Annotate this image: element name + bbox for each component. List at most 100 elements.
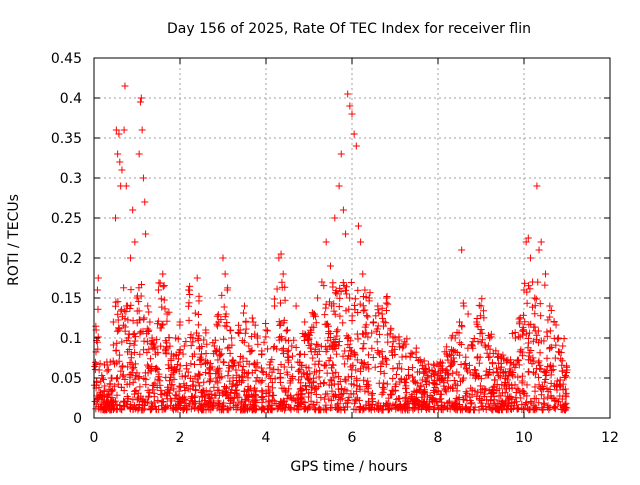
data-point xyxy=(443,404,451,412)
data-point xyxy=(125,330,133,338)
data-point xyxy=(208,394,216,402)
data-point xyxy=(526,285,534,293)
x-tick-label: 10 xyxy=(515,430,533,446)
data-point xyxy=(431,368,439,376)
data-point xyxy=(347,347,355,355)
data-point xyxy=(332,368,340,376)
data-point xyxy=(198,401,206,409)
data-point xyxy=(251,405,259,413)
data-point xyxy=(96,390,104,398)
data-point xyxy=(388,386,396,394)
data-point xyxy=(499,389,507,397)
data-point xyxy=(336,284,344,292)
data-point xyxy=(205,370,213,378)
data-point xyxy=(339,319,347,327)
data-point xyxy=(352,142,360,150)
data-point xyxy=(499,351,507,359)
data-point xyxy=(501,368,509,376)
data-point xyxy=(350,130,358,138)
data-point xyxy=(200,336,208,344)
data-point xyxy=(504,400,512,408)
data-point xyxy=(554,334,562,342)
data-point xyxy=(337,150,345,158)
data-point xyxy=(544,402,552,410)
data-point xyxy=(141,198,149,206)
data-point xyxy=(335,338,343,346)
data-point xyxy=(127,354,135,362)
data-point xyxy=(326,354,334,362)
data-point xyxy=(495,385,503,393)
data-point xyxy=(541,281,549,289)
data-point xyxy=(450,358,458,366)
data-point xyxy=(288,342,296,350)
data-point xyxy=(481,341,489,349)
data-point xyxy=(543,384,551,392)
data-point xyxy=(559,402,567,410)
data-point xyxy=(563,366,571,374)
data-point xyxy=(121,375,129,383)
data-point xyxy=(489,349,497,357)
data-point xyxy=(516,333,524,341)
data-point xyxy=(135,316,143,324)
data-point xyxy=(494,350,502,358)
data-point xyxy=(333,350,341,358)
data-point xyxy=(491,376,499,384)
data-point xyxy=(100,396,108,404)
data-point xyxy=(380,379,388,387)
data-point xyxy=(372,312,380,320)
data-point xyxy=(375,309,383,317)
data-point xyxy=(198,392,206,400)
data-point xyxy=(238,378,246,386)
data-point xyxy=(521,279,529,287)
data-point xyxy=(276,321,284,329)
data-point xyxy=(552,341,560,349)
data-point xyxy=(191,372,199,380)
data-point xyxy=(120,284,128,292)
data-point xyxy=(486,368,494,376)
y-tick-label: 0.05 xyxy=(51,371,82,387)
data-point xyxy=(485,403,493,411)
data-point xyxy=(449,369,457,377)
data-point xyxy=(185,302,193,310)
data-point xyxy=(137,292,145,300)
data-point xyxy=(219,388,227,396)
data-point xyxy=(391,334,399,342)
data-point xyxy=(496,366,504,374)
data-point xyxy=(167,381,175,389)
data-point xyxy=(380,385,388,393)
data-point xyxy=(180,393,188,401)
data-point xyxy=(559,380,567,388)
data-point xyxy=(457,361,465,369)
data-point xyxy=(202,368,210,376)
data-point xyxy=(131,360,139,368)
data-point xyxy=(131,337,139,345)
data-point xyxy=(218,373,226,381)
data-point xyxy=(320,362,328,370)
data-point xyxy=(488,359,496,367)
data-point xyxy=(489,385,497,393)
data-point xyxy=(429,379,437,387)
data-point xyxy=(451,380,459,388)
data-point xyxy=(315,404,323,412)
data-point xyxy=(361,306,369,314)
data-point xyxy=(514,373,522,381)
data-point xyxy=(531,327,539,335)
data-point xyxy=(468,342,476,350)
data-point xyxy=(175,355,183,363)
data-point xyxy=(544,316,552,324)
data-point xyxy=(116,158,124,166)
data-point xyxy=(477,302,485,310)
data-point xyxy=(131,375,139,383)
data-point xyxy=(452,394,460,402)
data-point xyxy=(318,278,326,286)
data-point xyxy=(525,368,533,376)
data-point xyxy=(236,358,244,366)
data-point xyxy=(113,391,121,399)
data-point xyxy=(539,385,547,393)
data-point xyxy=(550,318,558,326)
data-point xyxy=(163,317,171,325)
data-point xyxy=(165,308,173,316)
data-point xyxy=(528,360,536,368)
data-point xyxy=(425,366,433,374)
data-point xyxy=(248,314,256,322)
